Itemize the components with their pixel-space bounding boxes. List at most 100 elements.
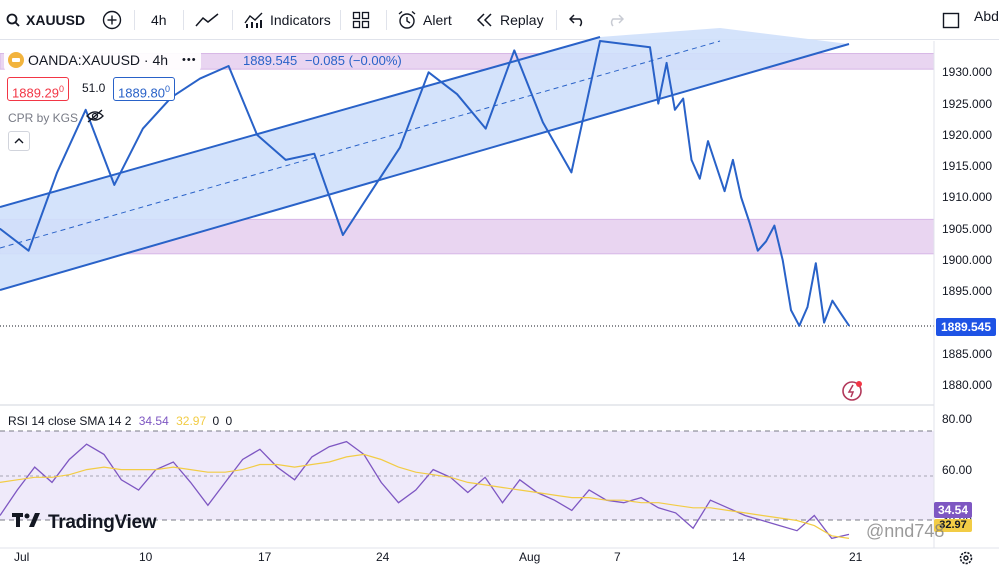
interval-label: 4h [151,12,167,28]
add-symbol-button[interactable] [102,0,122,40]
rsi-sma-line[interactable] [0,453,850,539]
price-point [698,177,701,180]
price-point [756,249,759,252]
grid-layout-icon [352,11,370,29]
rsi-value-tag: 34.54 [934,502,972,518]
square-icon [942,11,960,29]
price-point [27,249,30,252]
price-point [707,140,709,142]
price-point [284,159,287,161]
interval-button[interactable]: 4h [151,0,167,40]
channel-fill [0,28,849,290]
time-axis-tick: Jul [14,550,30,564]
rsi-pane [0,430,934,540]
toolbar-divider [232,10,233,30]
eye-hidden-icon[interactable] [86,109,104,126]
settings-gear-icon[interactable] [958,550,974,571]
redo-button[interactable] [606,0,624,40]
cpr-indicator-legend[interactable]: CPR by KGS [8,109,104,126]
collapse-legend-icon[interactable] [8,131,30,151]
price-point [84,109,87,111]
time-axis-tick: 24 [376,550,390,564]
price-point [456,93,458,95]
tv-logo-text: TradingView [48,512,157,533]
price-point [823,321,825,324]
price-point [815,262,817,264]
price-point [848,324,850,327]
price-point [649,46,651,49]
price-point [513,49,516,52]
undo-button[interactable] [569,0,587,40]
alert-button[interactable]: Alert [397,0,452,40]
price-point [806,306,809,308]
price-axis-tick: 1900.000 [942,253,993,268]
rsi-series [0,440,850,540]
rsi-legend[interactable]: RSI 14 close SMA 14 2 34.54 32.97 0 0 [8,414,232,428]
price-axis-tick: 1915.000 [942,159,993,174]
redo-icon [606,13,624,27]
sell-price-button[interactable]: 1889.290 [7,77,70,101]
price-axis-tick: 1895.000 [942,284,993,299]
user-menu[interactable]: Abd [974,0,999,36]
symbol-legend[interactable]: OANDA:XAUUSD · 4h ••• [4,49,201,71]
price-point [748,221,751,224]
rsi-name: RSI 14 close SMA 14 2 [8,414,132,428]
rewind-icon [476,13,494,27]
price-point [342,234,344,236]
tv-logo-icon [12,512,42,534]
price-point [665,62,668,64]
symbol-search[interactable]: XAUUSD [6,0,85,40]
chart-type-button[interactable] [195,0,219,40]
rsi-zero-1: 0 [212,414,220,428]
price-point [773,224,776,227]
price-axis-tick: 1930.000 [942,65,993,80]
toolbar-divider [556,10,557,30]
user-label: Abd [974,8,999,24]
price-point [715,165,718,167]
time-axis-tick: 14 [732,550,746,564]
alarm-clock-icon [397,10,417,30]
tradingview-logo[interactable]: TradingView [12,512,157,534]
price-point [690,159,693,161]
layout-button[interactable] [352,0,370,40]
price-axis-tick: 1925.000 [942,96,993,111]
spread-value: 51.0 [82,81,106,95]
ask-price: 1889.80 [118,85,165,101]
plus-circle-icon [102,10,122,30]
price-point [798,324,801,327]
time-axis-tick: 7 [614,550,621,564]
buy-price-button[interactable]: 1889.800 [113,77,176,101]
more-options-icon[interactable]: ••• [182,54,197,66]
channel-upper-line[interactable] [0,36,601,208]
symbol-full-label: OANDA:XAUUSD · 4h [28,52,169,68]
channel-lower-line[interactable] [0,43,850,291]
undo-icon [569,13,587,27]
price-point [723,190,726,193]
cpr-label: CPR by KGS [8,110,79,125]
snapshot-flash-icon[interactable] [841,380,863,407]
price-point [674,109,676,111]
indicators-button[interactable]: Indicators [244,0,331,40]
price-point [113,184,116,186]
legend-price: 1889.545 [243,53,298,68]
toolbar-divider [183,10,184,30]
rsi-line[interactable] [0,440,850,540]
price-point [831,299,834,302]
fullscreen-button[interactable] [942,0,960,40]
toolbar-divider [386,10,387,30]
ask-price-sup: 0 [165,84,171,94]
price-point [370,190,373,193]
price-line-series[interactable] [0,40,850,327]
time-axis-tick: 10 [139,550,153,564]
replay-button[interactable]: Replay [476,0,544,40]
rsi-band [0,431,934,520]
price-point [740,196,743,199]
line-chart-icon [195,12,219,28]
price-point [790,309,792,311]
price-point [199,77,201,80]
ascending-channel[interactable] [0,28,850,291]
rsi-sma-value: 32.97 [176,414,207,428]
alert-label: Alert [423,12,452,28]
price-point [256,134,258,136]
